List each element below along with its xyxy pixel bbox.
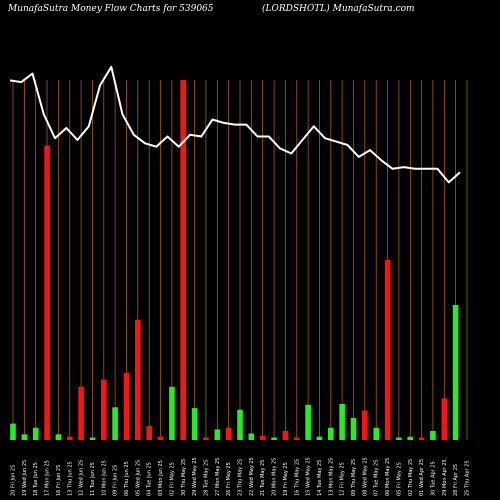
x-tick-label: 29 Wed May 25 xyxy=(192,457,198,496)
x-tick-label: 20 Mon May 25 xyxy=(272,458,278,496)
x-tick-label: 11 Tue Jun 25 xyxy=(90,462,96,496)
money-flow-bar xyxy=(89,437,96,440)
x-tick-label: 09 Fri Jun 25 xyxy=(113,465,119,496)
money-flow-bar xyxy=(293,437,300,440)
money-flow-bar xyxy=(146,426,152,440)
x-tick-label: 05 Fri May 25 xyxy=(396,462,402,496)
money-flow-bar xyxy=(316,436,323,440)
x-tick-label: 05 Wed Jun 25 xyxy=(135,460,141,496)
x-tick-label: 26 Fri May 25 xyxy=(226,462,232,496)
money-flow-bar xyxy=(101,379,107,440)
money-flow-bar xyxy=(123,372,130,440)
x-tick-label: 07 Tue May 25 xyxy=(374,460,380,496)
x-tick-label: 23 Thu May 25 xyxy=(238,459,244,496)
money-flow-bar xyxy=(384,260,391,440)
x-tick-label: 20 Fri Jun 25 xyxy=(11,465,17,496)
money-flow-bar xyxy=(407,436,413,440)
money-flow-bar xyxy=(373,427,379,440)
x-tick-label: 17 Mon Jun 25 xyxy=(45,460,51,496)
x-tick-label: 25 Thu Apr 25 xyxy=(465,460,471,496)
price-line xyxy=(9,65,461,184)
money-flow-bar xyxy=(248,433,255,440)
money-flow-bar xyxy=(237,409,243,440)
money-flow-bar xyxy=(441,398,448,440)
money-flow-bar xyxy=(305,404,311,440)
x-tick-label: 16 Thu May 25 xyxy=(294,459,300,496)
x-tick-label: 22 Wed May 25 xyxy=(249,457,255,496)
money-flow-bars xyxy=(10,80,459,440)
money-flow-bar xyxy=(191,408,198,440)
x-tick-label: 30 Thu May 25 xyxy=(181,459,187,496)
grid-lines xyxy=(12,80,468,440)
money-flow-bar xyxy=(55,434,62,440)
money-flow-bar xyxy=(10,423,16,440)
x-tick-label: 29 Mon Apr 25 xyxy=(442,459,448,496)
x-tick-label: 13 Mon May 25 xyxy=(328,458,334,496)
x-tick-label: 02 Fri May 25 xyxy=(169,462,175,496)
chart-site-label: (LORDSHOTL) MunafaSutra.com xyxy=(262,3,415,14)
x-tick-label: 10 Mon Jun 25 xyxy=(101,460,107,496)
x-tick-label: 06 Thu Jun 25 xyxy=(124,461,130,496)
money-flow-bar xyxy=(169,386,175,440)
x-tick-label: 30 Tue Apr 25 xyxy=(430,461,436,496)
x-tick-label: 18 Tue Jun 25 xyxy=(33,462,39,496)
chart-title: MunafaSutra Money Flow Charts for 539065 xyxy=(7,4,214,14)
money-flow-bar xyxy=(282,431,289,440)
x-tick-label: 06 Mon May 25 xyxy=(385,458,391,496)
x-tick-label: 04 Tue Jun 25 xyxy=(147,462,153,496)
x-tick-label: 19 Wed Jun 25 xyxy=(22,460,28,496)
money-flow-bar xyxy=(225,427,232,440)
x-tick-label: 28 Tue May 25 xyxy=(203,460,209,496)
money-flow-bar xyxy=(135,319,141,440)
x-tick-label: 14 Tue May 25 xyxy=(317,460,323,496)
money-flow-bar xyxy=(271,437,277,440)
money-flow-bar xyxy=(67,436,73,440)
x-tick-label: 09 Thu May 25 xyxy=(351,459,357,496)
price-line-layer xyxy=(9,65,461,184)
money-flow-bar xyxy=(214,429,221,440)
money-flow-bar xyxy=(44,145,50,440)
money-flow-bar xyxy=(112,407,118,440)
money-flow-bar xyxy=(452,305,459,440)
money-flow-bar xyxy=(396,437,402,440)
x-tick-label: 19 Fri May 25 xyxy=(283,462,289,496)
x-tick-label: 12 Fri May 25 xyxy=(340,462,346,496)
money-flow-bar xyxy=(157,436,164,440)
money-flow-bar xyxy=(418,437,425,440)
money-flow-bar xyxy=(78,386,84,440)
money-flow-bar xyxy=(362,410,368,440)
money-flow-bar xyxy=(328,427,334,440)
x-tick-label: 12 Wed Jun 25 xyxy=(79,460,85,496)
money-flow-bar xyxy=(180,80,186,440)
x-tick-label: 21 Tue May 25 xyxy=(260,460,266,496)
x-tick-label: 13 Thu Jun 25 xyxy=(67,461,73,496)
x-tick-label: 03 Mon Jun 25 xyxy=(158,460,164,496)
money-flow-bar xyxy=(350,417,357,440)
x-tick-label: 27 Mon May 25 xyxy=(215,458,221,496)
x-tick-label: 02 Thu May 25 xyxy=(408,459,414,496)
money-flow-bar xyxy=(259,435,266,440)
x-tick-label: 28 Fri Apr 25 xyxy=(453,464,459,496)
money-flow-bar xyxy=(203,437,209,440)
x-tick-label: 15 Wed May 25 xyxy=(306,457,312,496)
x-tick-label: 08 Wed May 25 xyxy=(362,457,368,496)
x-tick-label: 16 Fri Jun 25 xyxy=(56,465,62,496)
money-flow-bar xyxy=(21,434,28,440)
money-flow-bar xyxy=(430,431,436,440)
x-tick-label: 01 Wed Apr 25 xyxy=(419,459,425,496)
money-flow-bar xyxy=(32,427,39,440)
money-flow-bar xyxy=(339,404,345,440)
x-axis-tick-labels: 20 Fri Jun 25 19 Wed Jun 25 18 Tue Jun 25 1… xyxy=(11,457,471,496)
